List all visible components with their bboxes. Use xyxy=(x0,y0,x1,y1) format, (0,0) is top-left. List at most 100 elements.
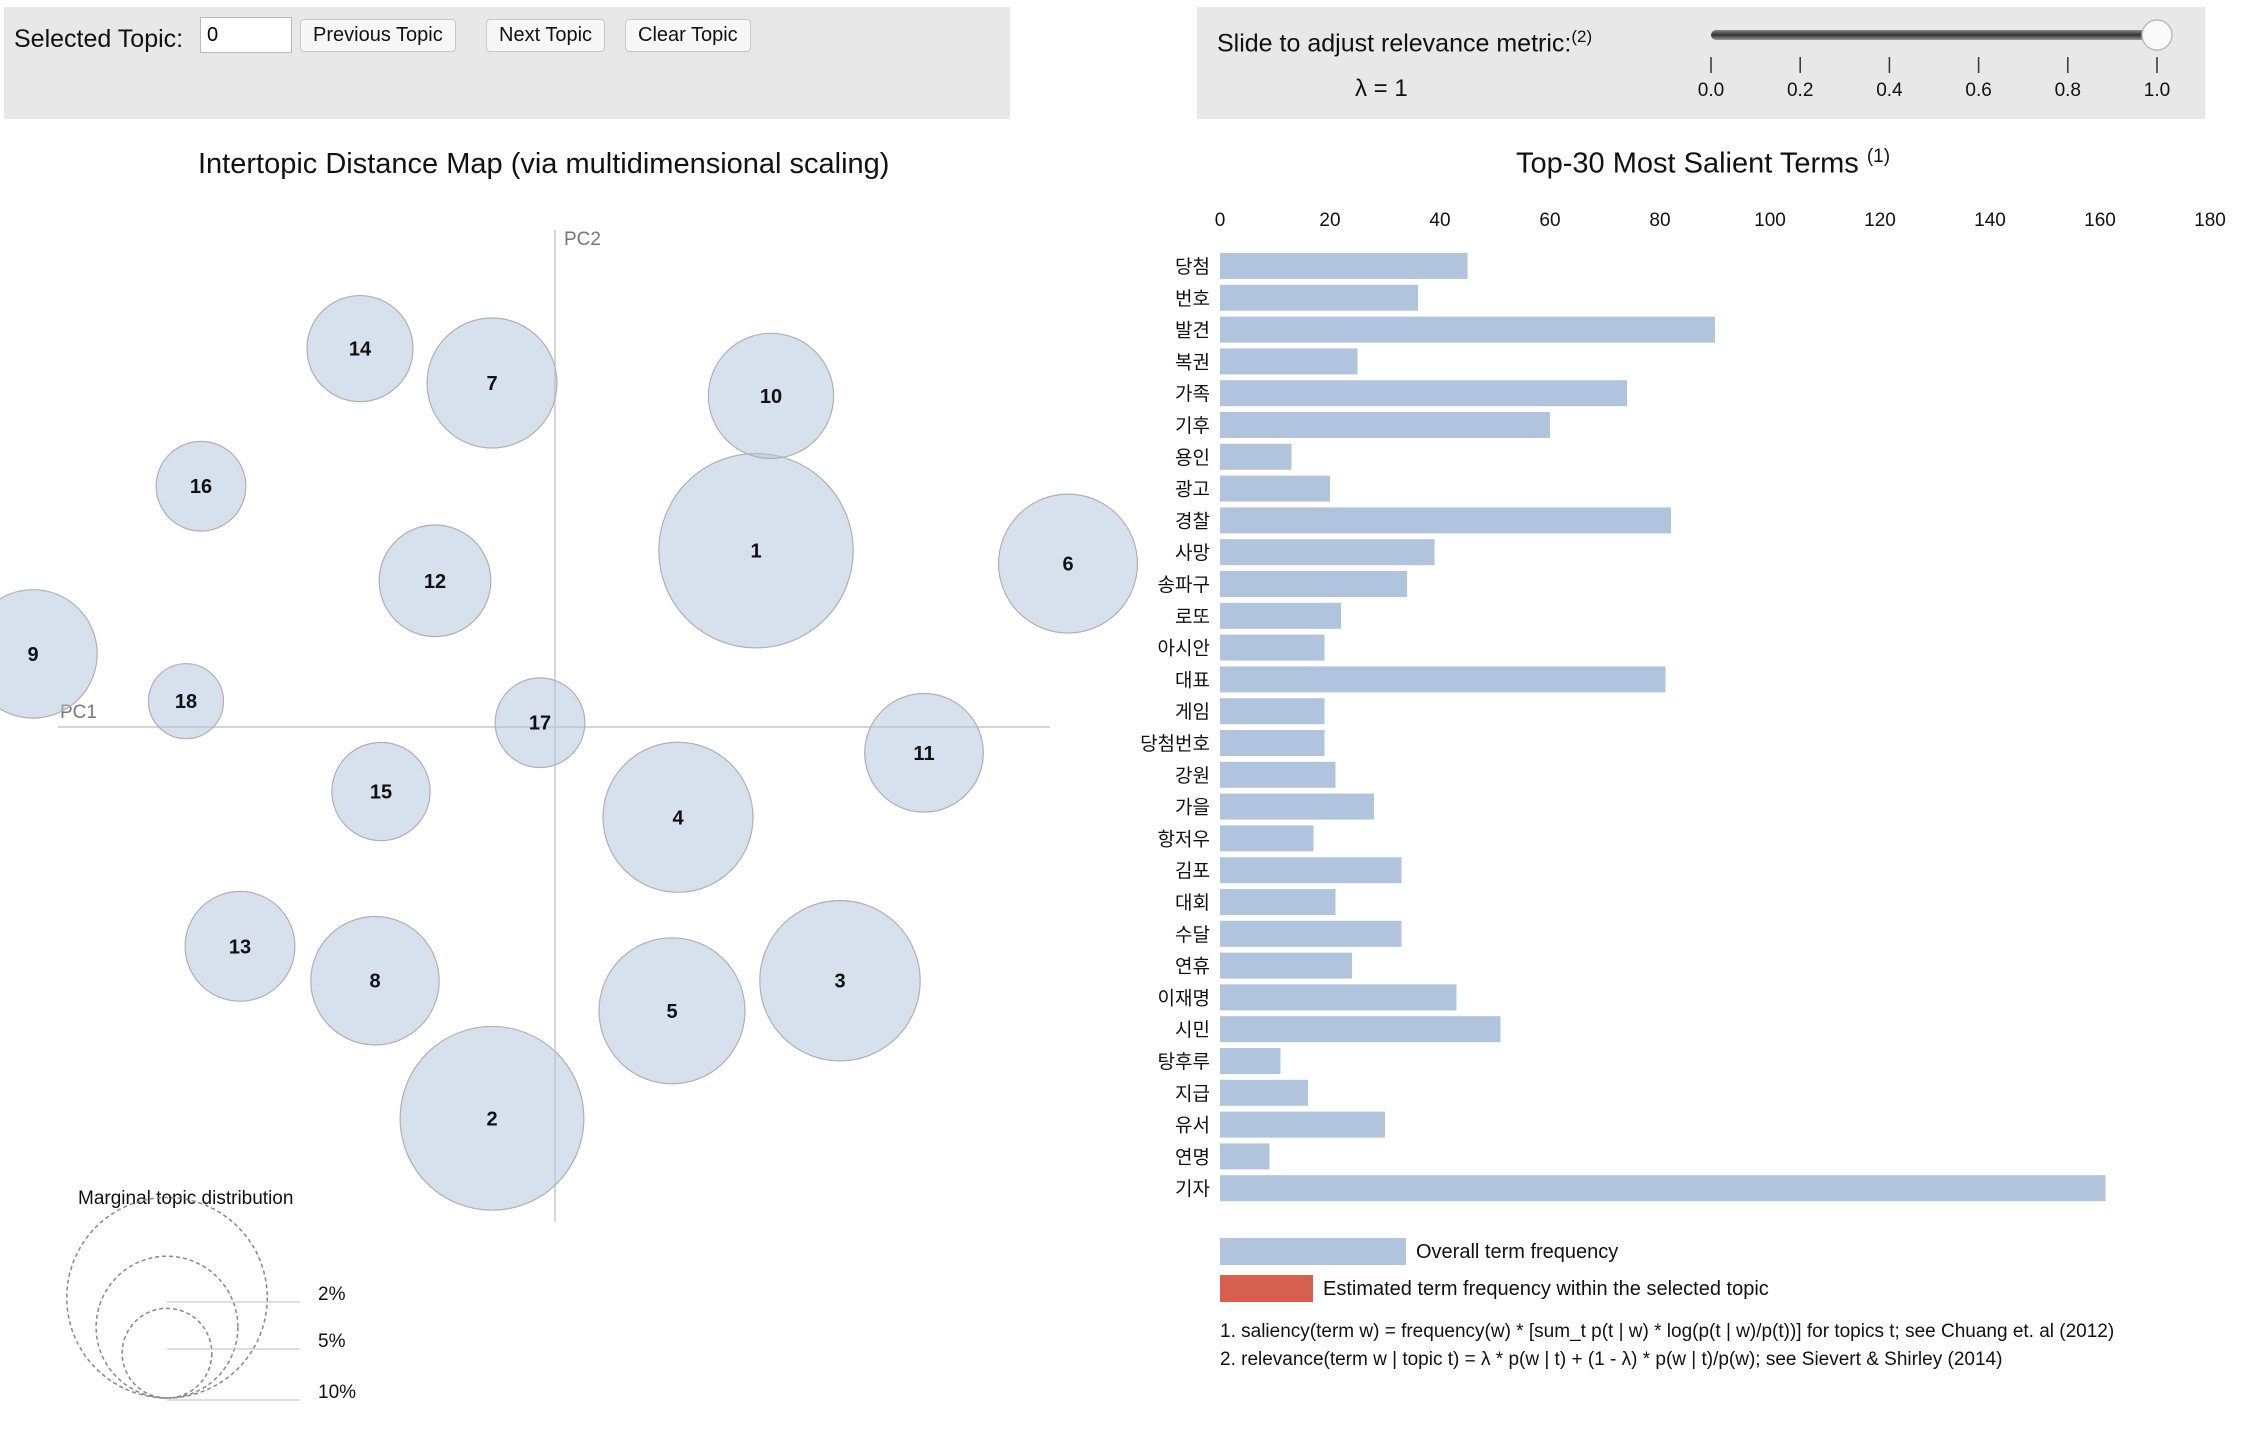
topic-circle[interactable] xyxy=(707,332,835,460)
term-label[interactable]: 지급 xyxy=(1175,1083,1210,1105)
topic-circle[interactable] xyxy=(378,524,492,638)
topic-circle[interactable] xyxy=(331,741,431,842)
term-frequency-bar[interactable] xyxy=(1220,475,1330,502)
term-label[interactable]: 송파구 xyxy=(1158,574,1210,596)
topic-label[interactable]: 6 xyxy=(1062,554,1073,576)
term-label[interactable]: 이재명 xyxy=(1158,987,1210,1009)
term-frequency-bar[interactable] xyxy=(1220,889,1336,915)
term-frequency-bar[interactable] xyxy=(1220,1079,1308,1106)
term-frequency-bar[interactable] xyxy=(1220,825,1314,852)
term-frequency-bar[interactable] xyxy=(1220,1111,1385,1138)
topic-label[interactable]: 4 xyxy=(672,807,684,829)
topic-label[interactable]: 15 xyxy=(370,782,392,804)
term-frequency-bar[interactable] xyxy=(1220,602,1341,629)
topic-label[interactable]: 18 xyxy=(175,691,197,713)
topic-label[interactable]: 2 xyxy=(486,1108,497,1130)
term-frequency-bar[interactable] xyxy=(1220,571,1407,597)
term-label[interactable]: 당첨 xyxy=(1175,256,1210,278)
term-label[interactable]: 당첨번호 xyxy=(1140,733,1210,755)
term-label[interactable]: 사망 xyxy=(1175,542,1210,564)
term-frequency-bar[interactable] xyxy=(1220,443,1292,470)
topic-label[interactable]: 12 xyxy=(424,571,446,593)
term-frequency-bar[interactable] xyxy=(1220,793,1374,820)
term-frequency-bar[interactable] xyxy=(1220,634,1325,661)
term-label[interactable]: 항저우 xyxy=(1158,828,1210,850)
term-frequency-bar[interactable] xyxy=(1220,1175,2106,1202)
term-label[interactable]: 발견 xyxy=(1175,320,1210,342)
topic-circle[interactable] xyxy=(155,440,247,532)
term-label[interactable]: 대표 xyxy=(1175,669,1210,691)
term-frequency-bar[interactable] xyxy=(1220,761,1336,788)
term-frequency-bar[interactable] xyxy=(1220,730,1325,756)
term-label[interactable]: 로또 xyxy=(1175,606,1210,628)
topic-label[interactable]: 7 xyxy=(486,373,497,395)
term-frequency-bar[interactable] xyxy=(1220,507,1671,534)
slider-handle[interactable] xyxy=(2141,19,2173,51)
topic-circle[interactable] xyxy=(184,890,296,1002)
term-frequency-bar[interactable] xyxy=(1220,666,1666,693)
term-frequency-bar[interactable] xyxy=(1220,984,1457,1011)
term-label[interactable]: 연휴 xyxy=(1175,956,1210,978)
previous-topic-button[interactable]: Previous Topic xyxy=(300,19,456,52)
topic-label[interactable]: 9 xyxy=(27,644,38,666)
term-label[interactable]: 기후 xyxy=(1175,415,1210,437)
topic-label[interactable]: 5 xyxy=(666,1001,677,1023)
next-topic-button[interactable]: Next Topic xyxy=(486,19,606,52)
topic-label[interactable]: 13 xyxy=(229,936,251,958)
term-label[interactable]: 탕후루 xyxy=(1158,1051,1210,1073)
topic-label[interactable]: 1 xyxy=(750,541,761,563)
term-label[interactable]: 대회 xyxy=(1175,892,1210,914)
term-label[interactable]: 강원 xyxy=(1175,765,1210,787)
term-label[interactable]: 광고 xyxy=(1175,479,1210,501)
term-frequency-bar[interactable] xyxy=(1220,284,1418,311)
term-frequency-bar[interactable] xyxy=(1220,348,1358,375)
term-frequency-bar[interactable] xyxy=(1220,698,1325,725)
topic-circle[interactable] xyxy=(602,741,754,893)
topic-label[interactable]: 8 xyxy=(369,971,380,993)
topic-circle[interactable] xyxy=(310,915,440,1046)
topic-circle[interactable] xyxy=(759,899,921,1062)
term-label[interactable]: 가을 xyxy=(1175,797,1210,819)
selected-topic-input[interactable] xyxy=(200,17,292,53)
term-frequency-bar[interactable] xyxy=(1220,380,1627,407)
term-frequency-bar[interactable] xyxy=(1220,920,1402,947)
term-frequency-bar[interactable] xyxy=(1220,952,1352,979)
term-frequency-bar[interactable] xyxy=(1220,253,1468,279)
term-label[interactable]: 김포 xyxy=(1175,860,1210,882)
slider-track[interactable] xyxy=(1711,30,2157,40)
term-frequency-bar[interactable] xyxy=(1220,1143,1270,1170)
topic-circle[interactable] xyxy=(147,663,225,740)
term-frequency-bar[interactable] xyxy=(1220,1048,1281,1074)
term-label[interactable]: 용인 xyxy=(1175,447,1210,469)
topic-label[interactable]: 16 xyxy=(190,476,212,498)
term-frequency-bar[interactable] xyxy=(1220,412,1550,438)
term-label[interactable]: 아시안 xyxy=(1158,638,1210,660)
term-label[interactable]: 복권 xyxy=(1175,351,1210,373)
term-label[interactable]: 수달 xyxy=(1175,924,1210,946)
topic-label[interactable]: 10 xyxy=(760,386,782,408)
term-label[interactable]: 번호 xyxy=(1175,288,1210,310)
term-frequency-bar[interactable] xyxy=(1220,316,1715,343)
term-label[interactable]: 기자 xyxy=(1175,1178,1210,1200)
relevance-slider[interactable]: 0.0 0.2 0.4 0.6 0.8 1.0 xyxy=(1197,7,2205,119)
term-frequency-bar[interactable] xyxy=(1220,1016,1501,1043)
topic-label[interactable]: 11 xyxy=(913,743,934,765)
topic-circle[interactable] xyxy=(399,1025,585,1211)
topic-circle[interactable] xyxy=(426,317,558,449)
topic-label[interactable]: 14 xyxy=(349,339,372,361)
term-label[interactable]: 연명 xyxy=(1175,1146,1210,1168)
term-label[interactable]: 경찰 xyxy=(1175,510,1210,532)
term-label[interactable]: 게임 xyxy=(1175,701,1210,723)
topic-circle[interactable] xyxy=(598,937,746,1085)
clear-topic-button[interactable]: Clear Topic xyxy=(625,19,751,52)
topic-circle[interactable] xyxy=(494,677,586,769)
term-frequency-bar[interactable] xyxy=(1220,857,1402,884)
topic-circle[interactable] xyxy=(997,493,1139,634)
topic-circle[interactable] xyxy=(0,589,98,719)
topic-circle[interactable] xyxy=(306,294,414,403)
term-label[interactable]: 가족 xyxy=(1175,383,1210,405)
topic-circle[interactable] xyxy=(864,692,984,813)
topic-label[interactable]: 17 xyxy=(529,713,551,735)
topic-label[interactable]: 3 xyxy=(834,971,845,993)
term-label[interactable]: 시민 xyxy=(1175,1019,1210,1041)
